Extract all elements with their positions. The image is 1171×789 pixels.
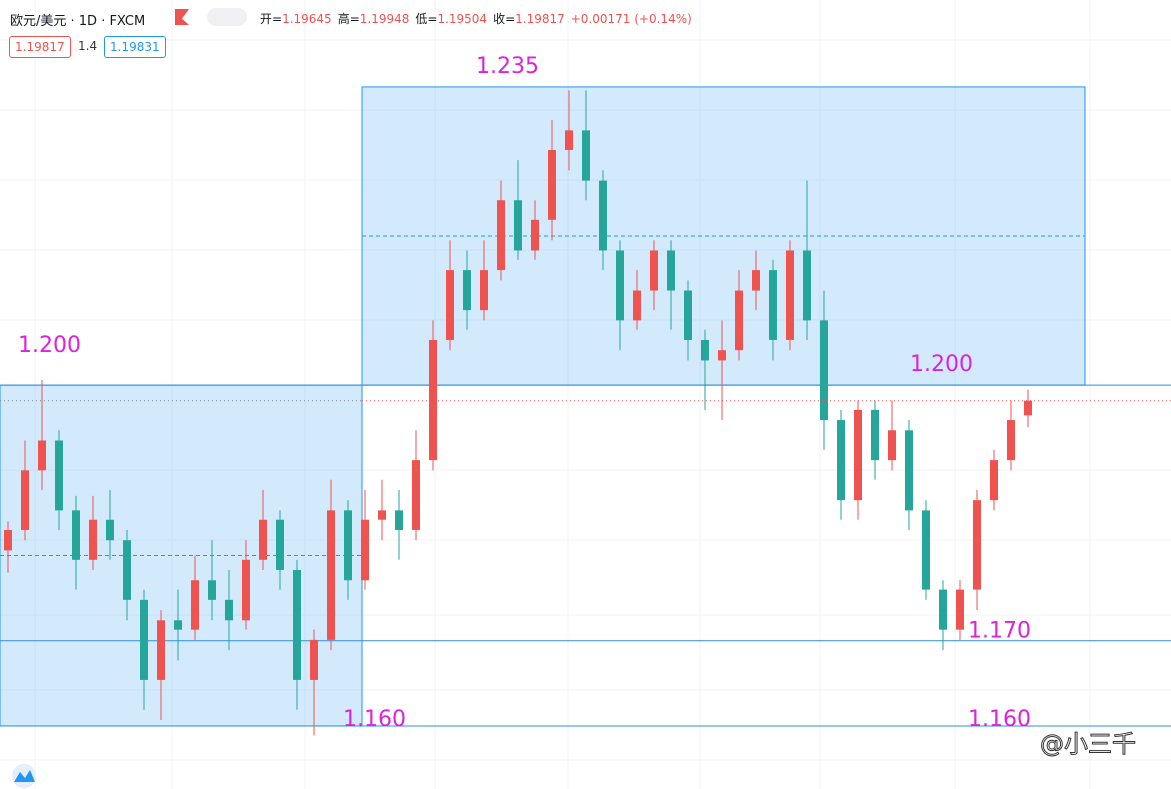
level-annotation: 1.160: [968, 707, 1031, 732]
quote-value: 1.19817: [515, 12, 565, 26]
candle-body: [837, 420, 845, 501]
candle-body: [344, 510, 352, 581]
range-box: [0, 384, 363, 727]
candle-body: [854, 409, 862, 501]
level-annotation: 1.200: [910, 352, 973, 377]
candle-body: [157, 620, 165, 680]
candle-body: [531, 219, 539, 251]
candle-body: [650, 250, 658, 291]
candle-body: [208, 580, 216, 600]
ask-box[interactable]: 1.19831: [104, 36, 166, 58]
candle-body: [565, 130, 573, 150]
candle-body: [480, 270, 488, 311]
candle-body: [242, 559, 250, 621]
candle-body: [769, 270, 777, 340]
quote-label: 开=: [260, 12, 283, 26]
candle-body: [735, 290, 743, 351]
candle-body: [310, 639, 318, 680]
compare-toggle[interactable]: [207, 8, 247, 26]
level-annotation: 1.235: [476, 54, 539, 79]
candle-body: [174, 620, 182, 630]
spread: 1.4: [74, 36, 102, 56]
symbol: 欧元/美元 · 1D · FXCM: [10, 14, 146, 29]
candle-body: [718, 350, 726, 361]
candle-body: [38, 440, 46, 471]
level-annotation: 1.160: [343, 707, 406, 732]
candle-body: [361, 519, 369, 581]
quote-value: 1.19948: [359, 12, 410, 26]
candle-body: [89, 519, 97, 560]
candle-body: [684, 290, 692, 340]
quote-label: 高=: [337, 12, 360, 26]
candle-body: [701, 339, 709, 361]
quote-label: 低=: [415, 12, 438, 26]
candle-body: [888, 430, 896, 461]
candle-body: [106, 519, 114, 541]
candle-body: [616, 250, 624, 321]
bid-box[interactable]: 1.19817: [9, 36, 71, 58]
candle-body: [786, 250, 794, 340]
candle-body: [293, 570, 301, 680]
candle-body: [803, 250, 811, 321]
candle-body: [72, 510, 80, 560]
candle-body: [276, 519, 284, 571]
level-annotation: 1.170: [968, 619, 1031, 644]
candle-body: [1024, 400, 1032, 416]
candle-body: [191, 580, 199, 630]
candle-body: [1007, 420, 1015, 461]
candle-body: [820, 320, 828, 421]
candle-body: [599, 180, 607, 251]
candle-body: [123, 540, 131, 600]
watermark: @小三千: [1040, 730, 1136, 758]
candle-body: [973, 500, 981, 590]
ohlc-quote: 开=1.19645 高=1.19948 低=1.19504 收=1.19817 +0.0…: [260, 10, 692, 27]
candle-body: [633, 290, 641, 321]
candle-body: [905, 430, 913, 511]
candle-body: [259, 519, 267, 560]
candle-body: [871, 409, 879, 461]
quote-value: 1.19645: [282, 12, 332, 26]
level-annotation: 1.200: [18, 333, 81, 358]
candle-body: [990, 460, 998, 501]
quote-change: +0.00171 (+0.14%): [570, 12, 692, 26]
candle-body: [939, 589, 947, 630]
candle-body: [395, 510, 403, 530]
candle-body: [429, 339, 437, 461]
candle-body: [463, 270, 471, 311]
candle-body: [412, 460, 420, 530]
quote-value: 1.19504: [437, 12, 488, 26]
candle-body: [55, 440, 63, 511]
candle-body: [514, 200, 522, 251]
candle-body: [548, 149, 556, 220]
candle-body: [446, 270, 454, 340]
candle-body: [378, 510, 386, 520]
candle-body: [140, 599, 148, 680]
candle-body: [21, 470, 29, 530]
candle-body: [667, 250, 675, 291]
candle-body: [922, 510, 930, 590]
candle-body: [225, 599, 233, 621]
candle-body: [956, 589, 964, 630]
logo-mark: [14, 770, 35, 782]
candle-body: [497, 200, 505, 271]
quote-label: 收=: [493, 12, 516, 26]
candle-body: [4, 529, 12, 551]
candle-body: [582, 130, 590, 181]
candle-body: [752, 270, 760, 291]
candle-body: [327, 510, 335, 640]
